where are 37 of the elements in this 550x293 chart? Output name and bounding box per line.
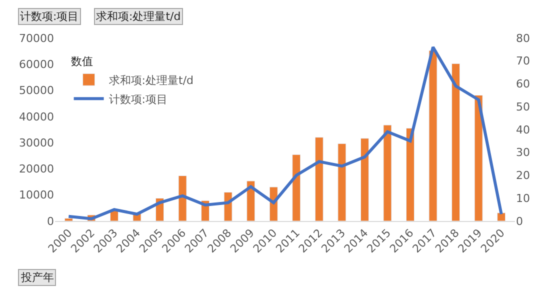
bar [497, 212, 506, 221]
y-tick-label: 40000 [19, 110, 54, 124]
y2-tick-label: 50 [516, 100, 530, 114]
bar [64, 218, 73, 221]
y2-tick-label: 60 [516, 78, 530, 91]
bar [383, 124, 392, 221]
y-tick-label: 70000 [19, 32, 54, 45]
y2-tick-label: 70 [516, 54, 530, 68]
y2-tick-label: 80 [516, 32, 530, 45]
legend-label: 计数项:项目 [108, 92, 168, 106]
y2-tick-label: 30 [516, 146, 530, 160]
y2-tick-label: 0 [516, 214, 523, 228]
bar [338, 143, 346, 221]
bar [314, 137, 324, 221]
y-tick-label: 0 [47, 214, 54, 228]
bar [246, 180, 256, 221]
bar [474, 95, 483, 221]
bar [178, 176, 187, 221]
text: 求和项:处理量t/d [96, 10, 181, 23]
text: 投产年 [20, 271, 54, 284]
bar [360, 138, 369, 221]
y2-tick-label: 10 [516, 192, 530, 205]
y-tick-label: 20000 [19, 162, 54, 176]
y-tick-label: 50000 [19, 84, 54, 98]
y-tick-label: 10000 [19, 188, 54, 202]
bar [406, 128, 414, 221]
bar [452, 63, 460, 221]
y-tick-label: 30000 [19, 136, 54, 150]
legend-label: 求和项:处理量t/d [108, 74, 194, 87]
line-series [67, 46, 503, 220]
y-tick-label: 60000 [19, 58, 54, 71]
bar [428, 50, 438, 221]
y2-tick-label: 40 [516, 123, 530, 136]
y2-tick-label: 20 [516, 169, 530, 182]
text: 计数项:项目 [20, 10, 79, 23]
legend-title: 数值 [70, 55, 93, 68]
bar [292, 154, 301, 221]
